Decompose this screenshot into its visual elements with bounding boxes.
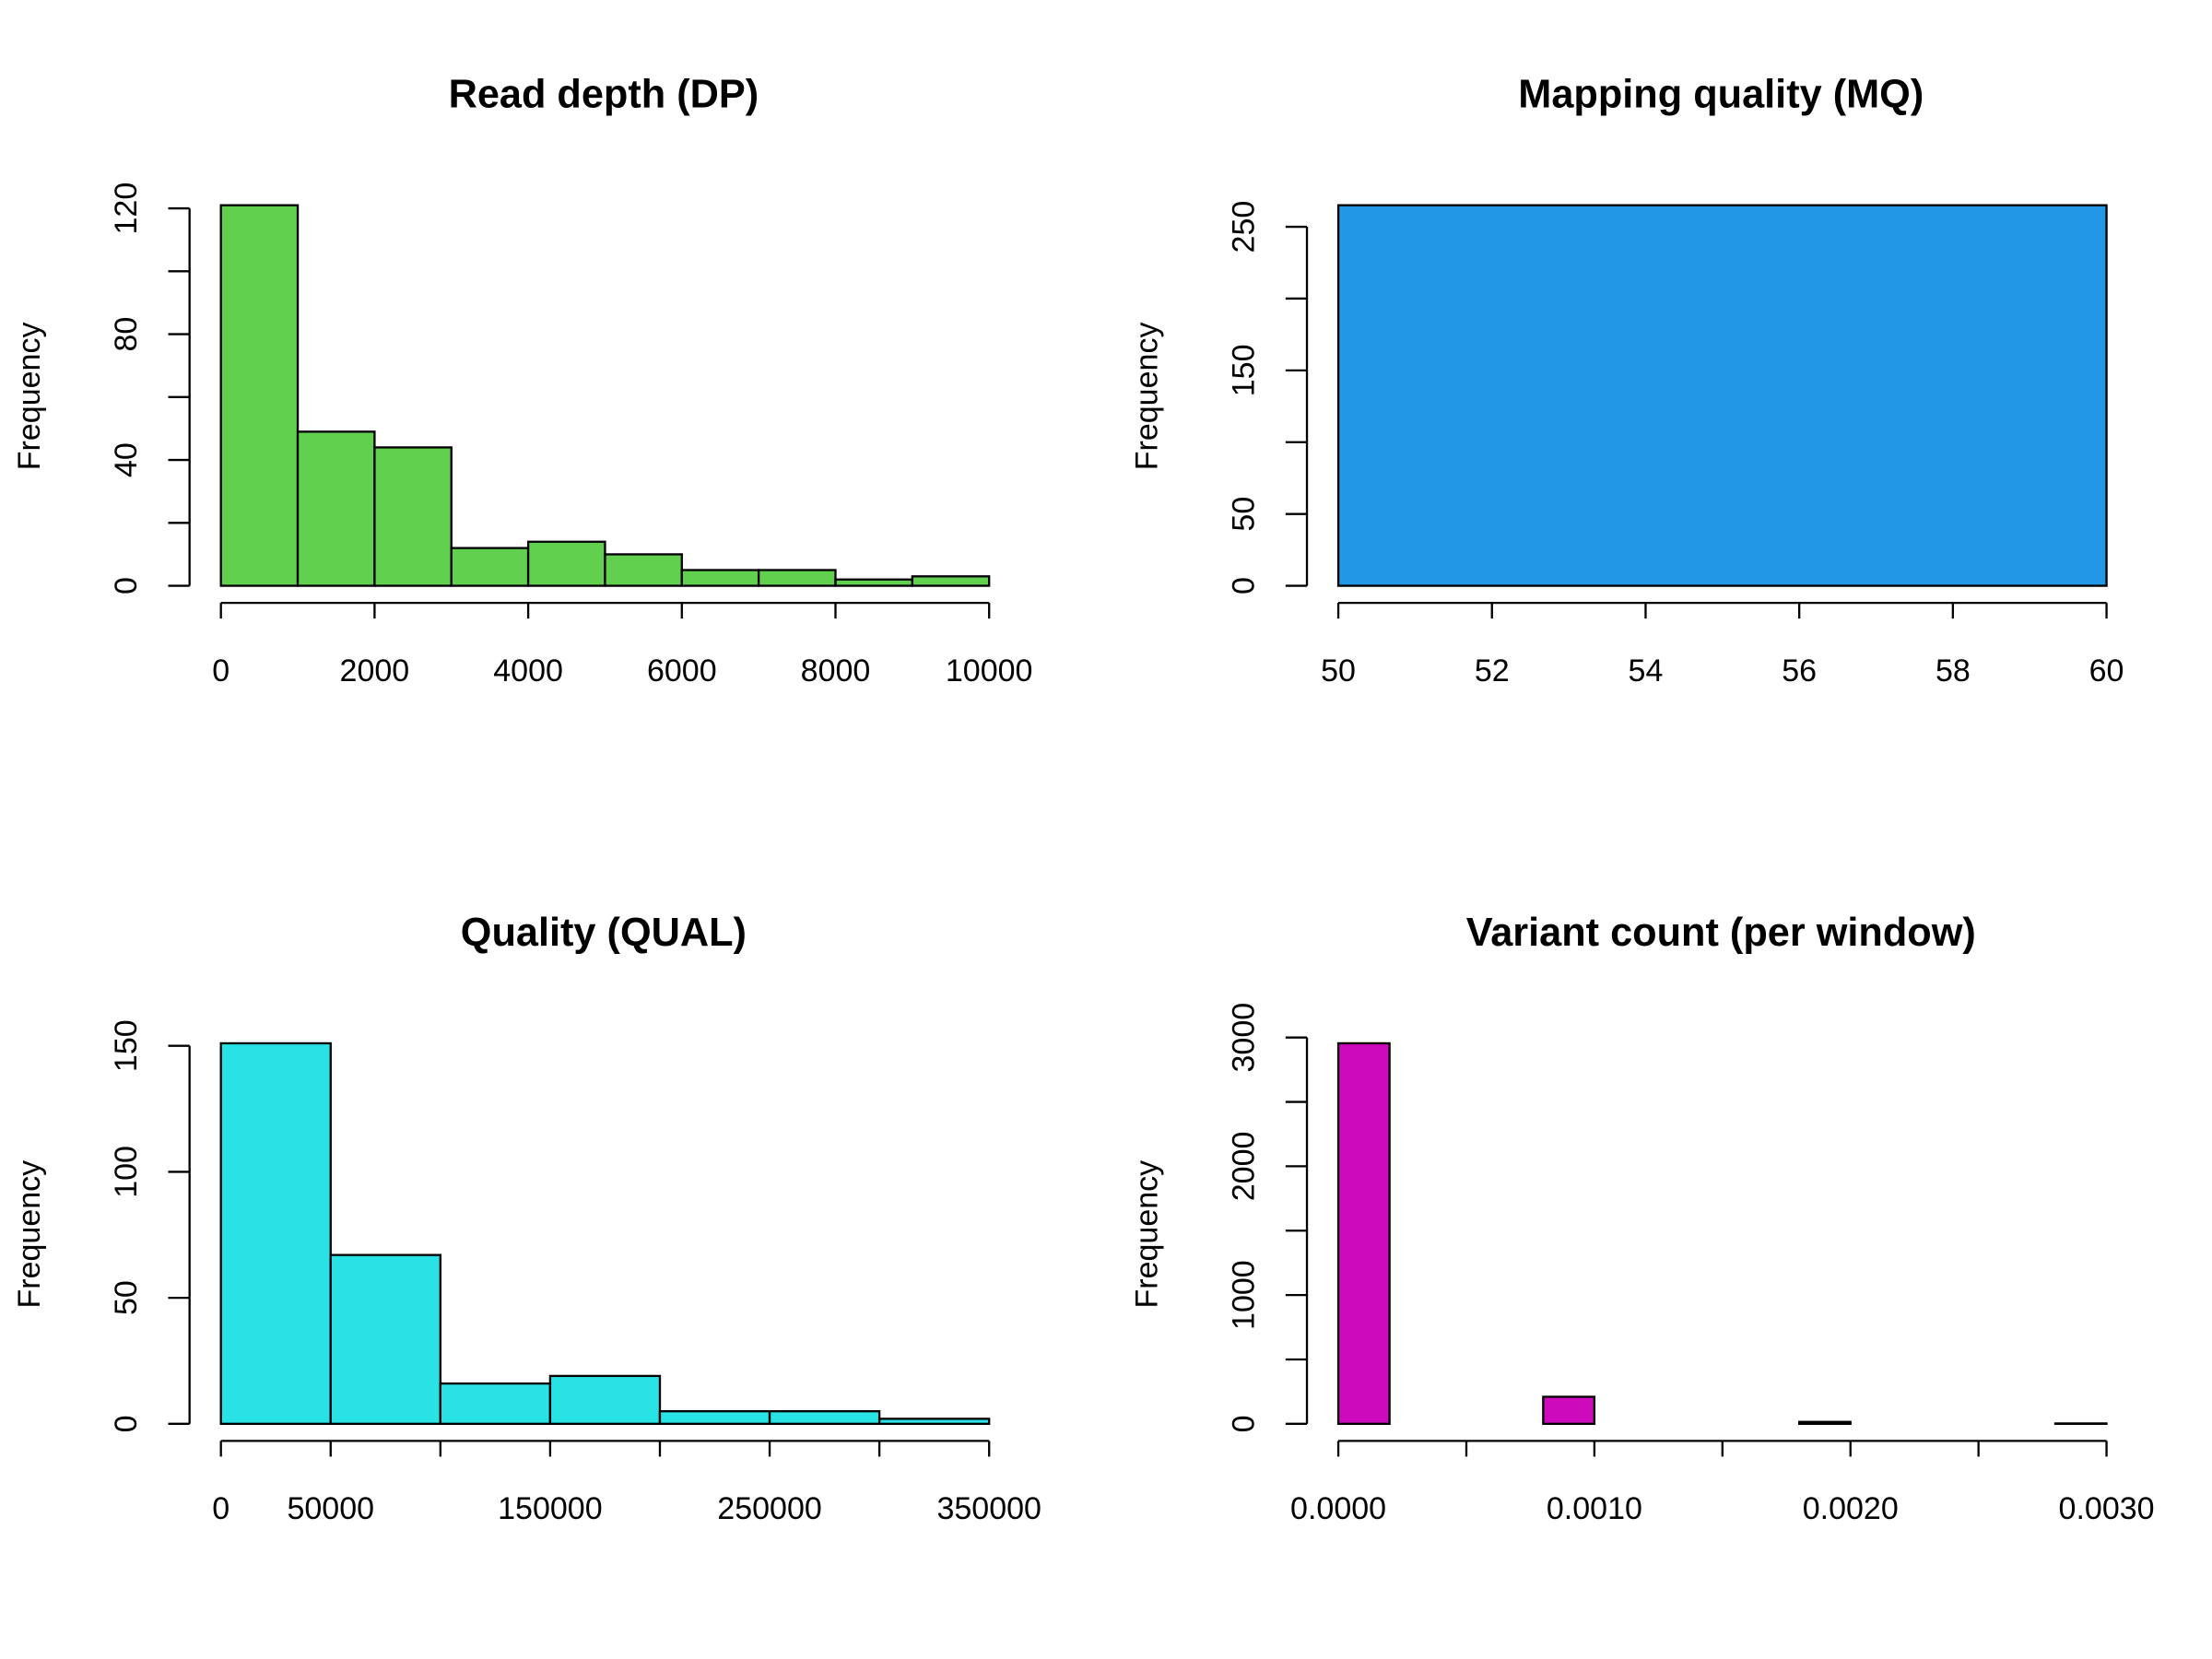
bar xyxy=(911,575,991,587)
chart-title: Quality (QUAL) xyxy=(461,911,747,955)
bar xyxy=(219,204,300,587)
bar xyxy=(834,578,914,587)
y-tick-label: 150 xyxy=(109,1019,144,1072)
x-tick-label: 0.0030 xyxy=(2059,1491,2155,1526)
x-tick-label: 50000 xyxy=(287,1491,374,1526)
bar xyxy=(219,1041,332,1426)
y-tick-label: 100 xyxy=(109,1146,144,1198)
y-tick-label: 40 xyxy=(109,442,144,477)
bar xyxy=(329,1253,441,1426)
x-tick-label: 50 xyxy=(1321,653,1356,688)
bar xyxy=(439,1382,552,1426)
y-tick-label: 120 xyxy=(109,182,144,235)
chart-title: Read depth (DP) xyxy=(449,73,759,117)
bar xyxy=(526,540,606,587)
chart-title: Variant count (per window) xyxy=(1466,911,1976,955)
y-axis-label: Frequency xyxy=(12,1160,47,1309)
x-tick-label: 58 xyxy=(1936,653,1971,688)
bar xyxy=(1336,204,2108,587)
x-tick-label: 0.0010 xyxy=(1547,1491,1642,1526)
x-tick-label: 6000 xyxy=(647,653,717,688)
x-tick-label: 2000 xyxy=(340,653,410,688)
y-tick-label: 2000 xyxy=(1227,1132,1262,1202)
x-tick-label: 52 xyxy=(1475,653,1510,688)
bar xyxy=(757,569,837,587)
x-tick-label: 0.0000 xyxy=(1290,1491,1386,1526)
bar xyxy=(1542,1395,1596,1426)
x-tick-label: 350000 xyxy=(936,1491,1041,1526)
x-tick-label: 4000 xyxy=(493,653,563,688)
x-tick-label: 56 xyxy=(1782,653,1817,688)
x-tick-label: 60 xyxy=(2089,653,2124,688)
y-tick-label: 80 xyxy=(109,317,144,352)
y-axis-label: Frequency xyxy=(1129,1160,1164,1309)
y-tick-label: 50 xyxy=(1227,497,1262,532)
chart-title: Mapping quality (MQ) xyxy=(1518,73,1924,117)
y-tick-label: 1000 xyxy=(1227,1260,1262,1330)
bar xyxy=(296,430,376,587)
x-tick-label: 0 xyxy=(212,1491,229,1526)
y-tick-label: 150 xyxy=(1227,344,1262,396)
x-tick-label: 8000 xyxy=(801,653,871,688)
y-tick-label: 0 xyxy=(109,1415,144,1432)
y-tick-label: 0 xyxy=(109,577,144,594)
bar xyxy=(373,446,453,587)
bar xyxy=(1336,1041,1391,1426)
bar xyxy=(877,1418,991,1426)
x-tick-label: 0.0020 xyxy=(1803,1491,1899,1526)
y-tick-label: 250 xyxy=(1227,201,1262,253)
bar xyxy=(658,1410,771,1426)
y-tick-label: 3000 xyxy=(1227,1003,1262,1073)
x-tick-label: 54 xyxy=(1629,653,1664,688)
bar xyxy=(680,569,760,587)
bar xyxy=(548,1374,662,1426)
y-tick-label: 50 xyxy=(109,1280,144,1315)
bar xyxy=(768,1410,881,1426)
y-tick-label: 0 xyxy=(1227,577,1262,594)
y-axis-label: Frequency xyxy=(1129,323,1164,471)
y-tick-label: 0 xyxy=(1227,1415,1262,1432)
x-tick-label: 150000 xyxy=(498,1491,603,1526)
y-axis-label: Frequency xyxy=(12,323,47,471)
bar xyxy=(604,553,683,587)
x-tick-label: 250000 xyxy=(717,1491,822,1526)
bar xyxy=(450,547,530,587)
x-tick-label: 0 xyxy=(212,653,229,688)
bar xyxy=(1798,1420,1852,1426)
x-tick-label: 10000 xyxy=(946,653,1033,688)
